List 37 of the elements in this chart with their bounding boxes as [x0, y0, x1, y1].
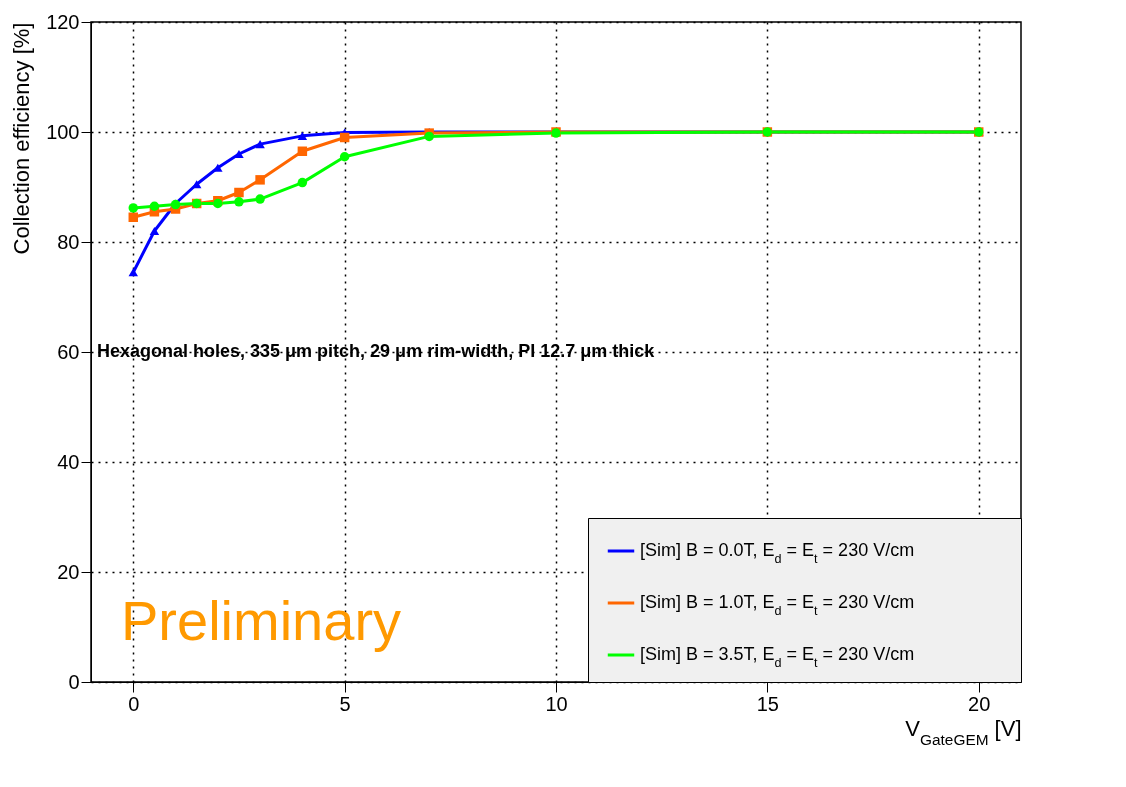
point	[234, 197, 244, 207]
y-tick-label: 60	[57, 340, 80, 363]
point	[297, 146, 308, 156]
x-tick-label: 0	[128, 692, 140, 715]
point	[255, 175, 265, 185]
point	[339, 132, 350, 143]
point	[149, 226, 160, 236]
legend-label: [Sim] B = 0.0T, E$_{d}$ = E$_{t}$ = 230 V/cm	[640, 540, 915, 566]
x-tick-label: 5	[339, 692, 351, 715]
y-tick-label: 20	[57, 560, 80, 583]
annotation: Preliminary	[121, 589, 402, 652]
x-tick-label: 10	[545, 692, 568, 715]
y-tick-label: 100	[46, 120, 80, 143]
point	[128, 203, 139, 213]
point	[234, 187, 244, 198]
point	[128, 268, 139, 277]
point	[297, 177, 308, 188]
point	[255, 194, 265, 204]
point	[234, 149, 244, 159]
point	[339, 152, 350, 162]
point	[213, 163, 223, 172]
y-tick-label: 0	[68, 670, 80, 693]
y-tick-label: 40	[57, 450, 80, 473]
point	[297, 131, 308, 140]
legend-label: [Sim] B = 3.5T, E$_{d}$ = E$_{t}$ = 230 V/cm	[640, 644, 915, 670]
y-axis-title: Collection efficiency [%]	[9, 22, 35, 255]
x-tick-label: 20	[968, 692, 991, 715]
point	[149, 201, 160, 211]
point	[128, 212, 139, 222]
y-tick-label: 80	[57, 230, 80, 253]
point	[255, 139, 265, 149]
legend-label: [Sim] B = 1.0T, E$_{d}$ = E$_{t}$ = 230 V/cm	[640, 592, 915, 618]
y-tick-label: 120	[46, 10, 80, 33]
annotation: Hexagonal holes, 335 μm pitch, 29 μm rim-width, PI 12.7 μm thick	[97, 341, 656, 361]
x-axis-title: V$_{GateGEM}$ [V]	[905, 715, 1022, 747]
point	[424, 131, 434, 142]
x-tick-label: 15	[756, 692, 779, 715]
